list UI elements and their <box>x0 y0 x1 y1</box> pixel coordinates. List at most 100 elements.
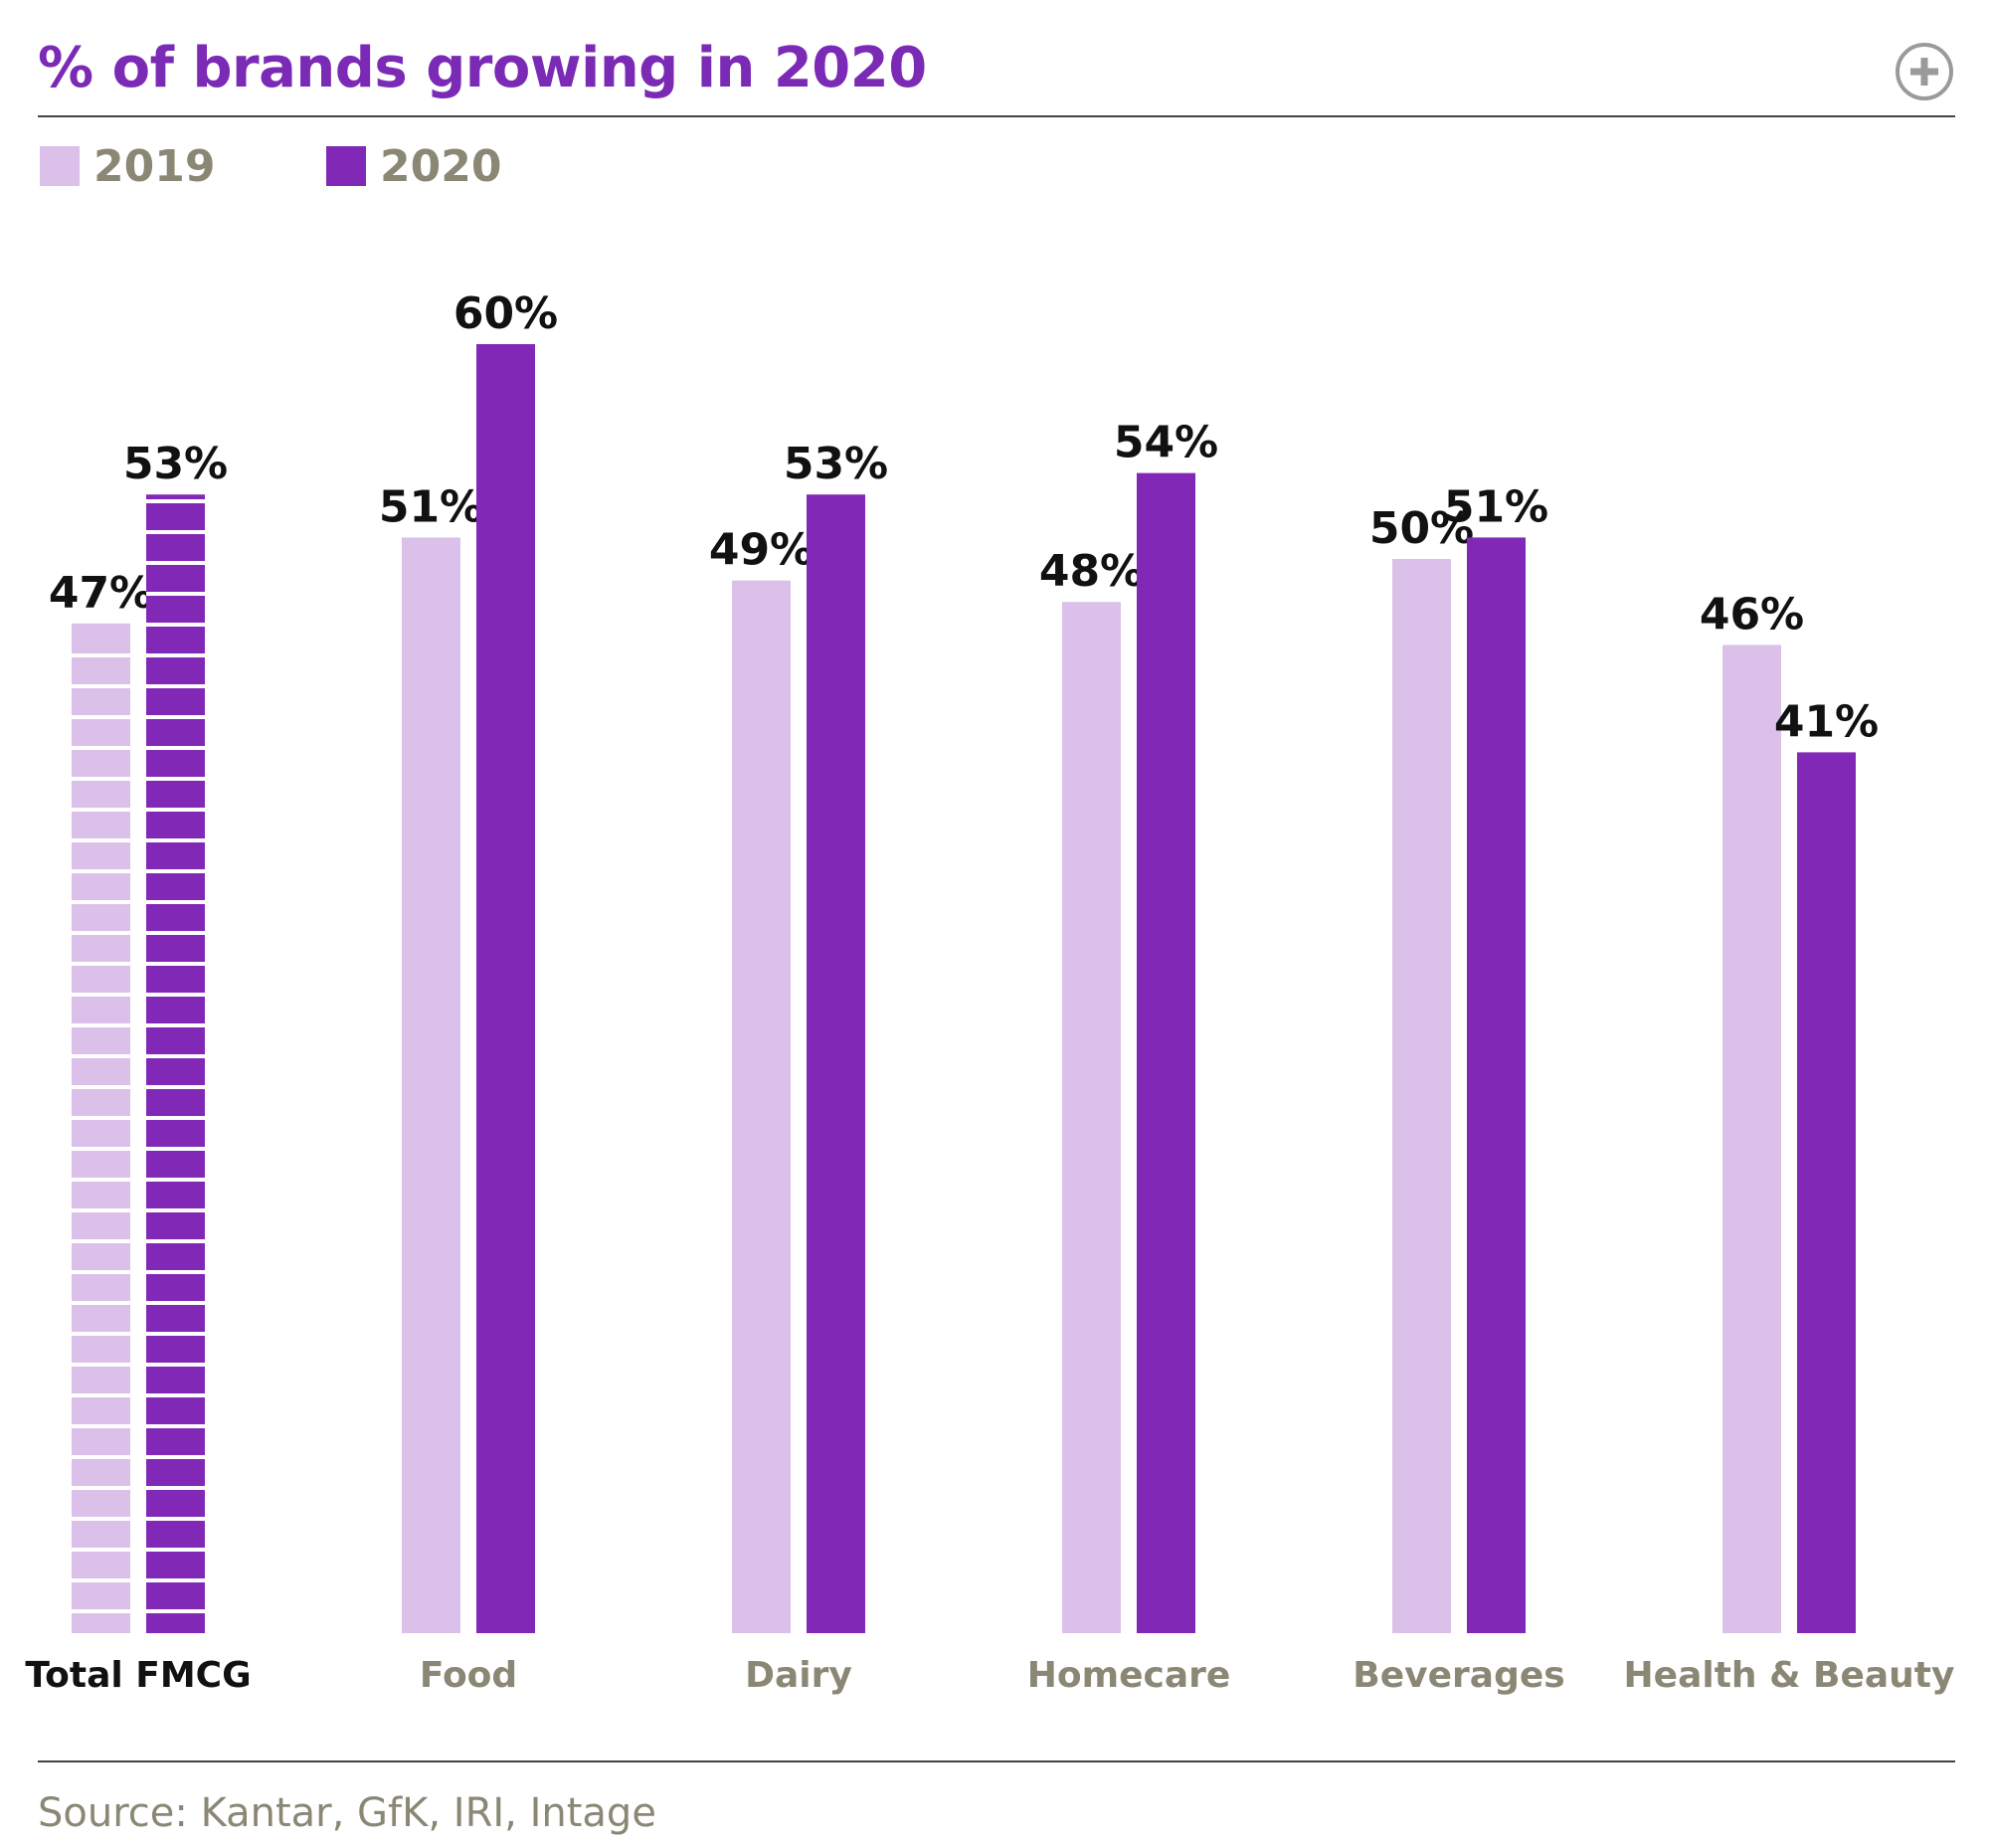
data-label-dairy-2019: 49% <box>709 525 814 576</box>
bar-stripe <box>72 869 130 873</box>
bar-stripe <box>72 1023 130 1027</box>
bar-stripe <box>72 1054 130 1058</box>
bar-stripe <box>146 1393 205 1397</box>
plus-circle-icon <box>1896 43 1953 100</box>
bar-stripe <box>72 1609 130 1613</box>
bar-food-2020 <box>476 344 535 1633</box>
bar-beverages-2019 <box>1392 559 1451 1633</box>
legend-item-2020: 2020 <box>326 139 501 193</box>
bar-stripe <box>146 1239 205 1243</box>
bar-stripe <box>72 993 130 997</box>
bar-stripe <box>72 808 130 812</box>
category-label-total-fmcg: Total FMCG <box>25 1655 251 1696</box>
bar-total-fmcg-2019 <box>72 623 130 1633</box>
legend-label-2020: 2020 <box>380 140 502 192</box>
data-label-beverages-2020: 51% <box>1444 481 1548 532</box>
bar-stripe <box>72 1393 130 1397</box>
bar-stripe <box>72 1455 130 1459</box>
bar-stripe <box>72 1208 130 1212</box>
bar-stripe <box>146 1332 205 1336</box>
bar-stripe <box>72 1517 130 1521</box>
category-label-beverages: Beverages <box>1353 1655 1564 1696</box>
bar-stripe <box>146 1116 205 1120</box>
bar-stripe <box>72 931 130 935</box>
bar-dairy-2020 <box>807 494 865 1634</box>
bar-stripe <box>146 1147 205 1151</box>
bar-stripe <box>146 1486 205 1490</box>
bar-stripe <box>72 746 130 750</box>
bar-stripe <box>146 684 205 688</box>
bar-dairy-2019 <box>732 580 791 1633</box>
expand-button[interactable] <box>1895 42 1954 101</box>
bar-stripe <box>72 1085 130 1089</box>
legend-swatch-2020 <box>326 146 366 186</box>
legend-item-2019: 2019 <box>40 139 215 193</box>
bar-stripe <box>72 777 130 781</box>
bar-stripe <box>72 1486 130 1490</box>
bar-stripe <box>72 1363 130 1367</box>
data-label-food-2020: 60% <box>453 288 558 339</box>
bar-stripe <box>146 1301 205 1305</box>
bar-health-and-beauty-2020 <box>1797 752 1856 1633</box>
bar-stripe <box>146 777 205 781</box>
data-label-health-and-beauty-2019: 46% <box>1700 589 1804 640</box>
bar-stripe <box>146 1578 205 1582</box>
bar-stripe <box>146 499 205 503</box>
data-label-beverages-2019: 50% <box>1369 503 1474 554</box>
bar-stripe <box>146 1208 205 1212</box>
data-label-homecare-2019: 48% <box>1039 546 1144 597</box>
bar-stripe <box>146 1363 205 1367</box>
bar-stripe <box>146 530 205 534</box>
data-label-total-fmcg-2019: 47% <box>49 568 153 619</box>
data-label-health-and-beauty-2020: 41% <box>1774 696 1879 747</box>
category-label-homecare: Homecare <box>1027 1655 1231 1696</box>
bar-stripe <box>72 1116 130 1120</box>
title-divider <box>38 115 1955 117</box>
chart-title: % of brands growing in 2020 <box>38 36 927 100</box>
bar-stripe <box>146 1548 205 1552</box>
bar-health-and-beauty-2019 <box>1722 645 1781 1633</box>
source-divider <box>38 1760 1955 1762</box>
bar-stripe <box>72 653 130 657</box>
bar-stripe <box>146 1455 205 1459</box>
bar-stripe <box>146 592 205 596</box>
bar-stripe <box>72 1239 130 1243</box>
bar-stripe <box>72 1147 130 1151</box>
bar-stripe <box>146 1054 205 1058</box>
data-label-food-2019: 51% <box>379 481 483 532</box>
bar-stripe <box>146 838 205 842</box>
bar-stripe <box>72 1548 130 1552</box>
bar-stripe <box>146 1609 205 1613</box>
bar-stripe <box>72 1332 130 1336</box>
bar-stripe <box>146 900 205 904</box>
data-label-homecare-2020: 54% <box>1114 418 1218 468</box>
bar-stripe <box>146 561 205 565</box>
category-label-food: Food <box>420 1655 517 1696</box>
legend-swatch-2019 <box>40 146 80 186</box>
bar-stripe <box>72 715 130 719</box>
bar-stripe <box>146 653 205 657</box>
bar-stripe <box>72 684 130 688</box>
bar-stripe <box>72 1178 130 1182</box>
bar-food-2019 <box>402 537 460 1633</box>
bar-total-fmcg-2020 <box>146 494 205 1634</box>
legend-label-2019: 2019 <box>93 140 216 192</box>
bar-homecare-2019 <box>1062 602 1121 1634</box>
bar-stripe <box>72 1270 130 1274</box>
bar-stripe <box>146 808 205 812</box>
bar-stripe <box>146 1517 205 1521</box>
bar-stripe <box>146 1178 205 1182</box>
bar-stripe <box>146 1085 205 1089</box>
category-label-dairy: Dairy <box>745 1655 852 1696</box>
bar-stripe <box>146 993 205 997</box>
bar-stripe <box>72 1578 130 1582</box>
bar-stripe <box>146 931 205 935</box>
bar-stripe <box>146 715 205 719</box>
bar-stripe <box>72 1424 130 1428</box>
bar-stripe <box>146 1023 205 1027</box>
bar-stripe <box>146 962 205 966</box>
bar-stripe <box>146 623 205 627</box>
bar-stripe <box>72 962 130 966</box>
bar-stripe <box>72 838 130 842</box>
